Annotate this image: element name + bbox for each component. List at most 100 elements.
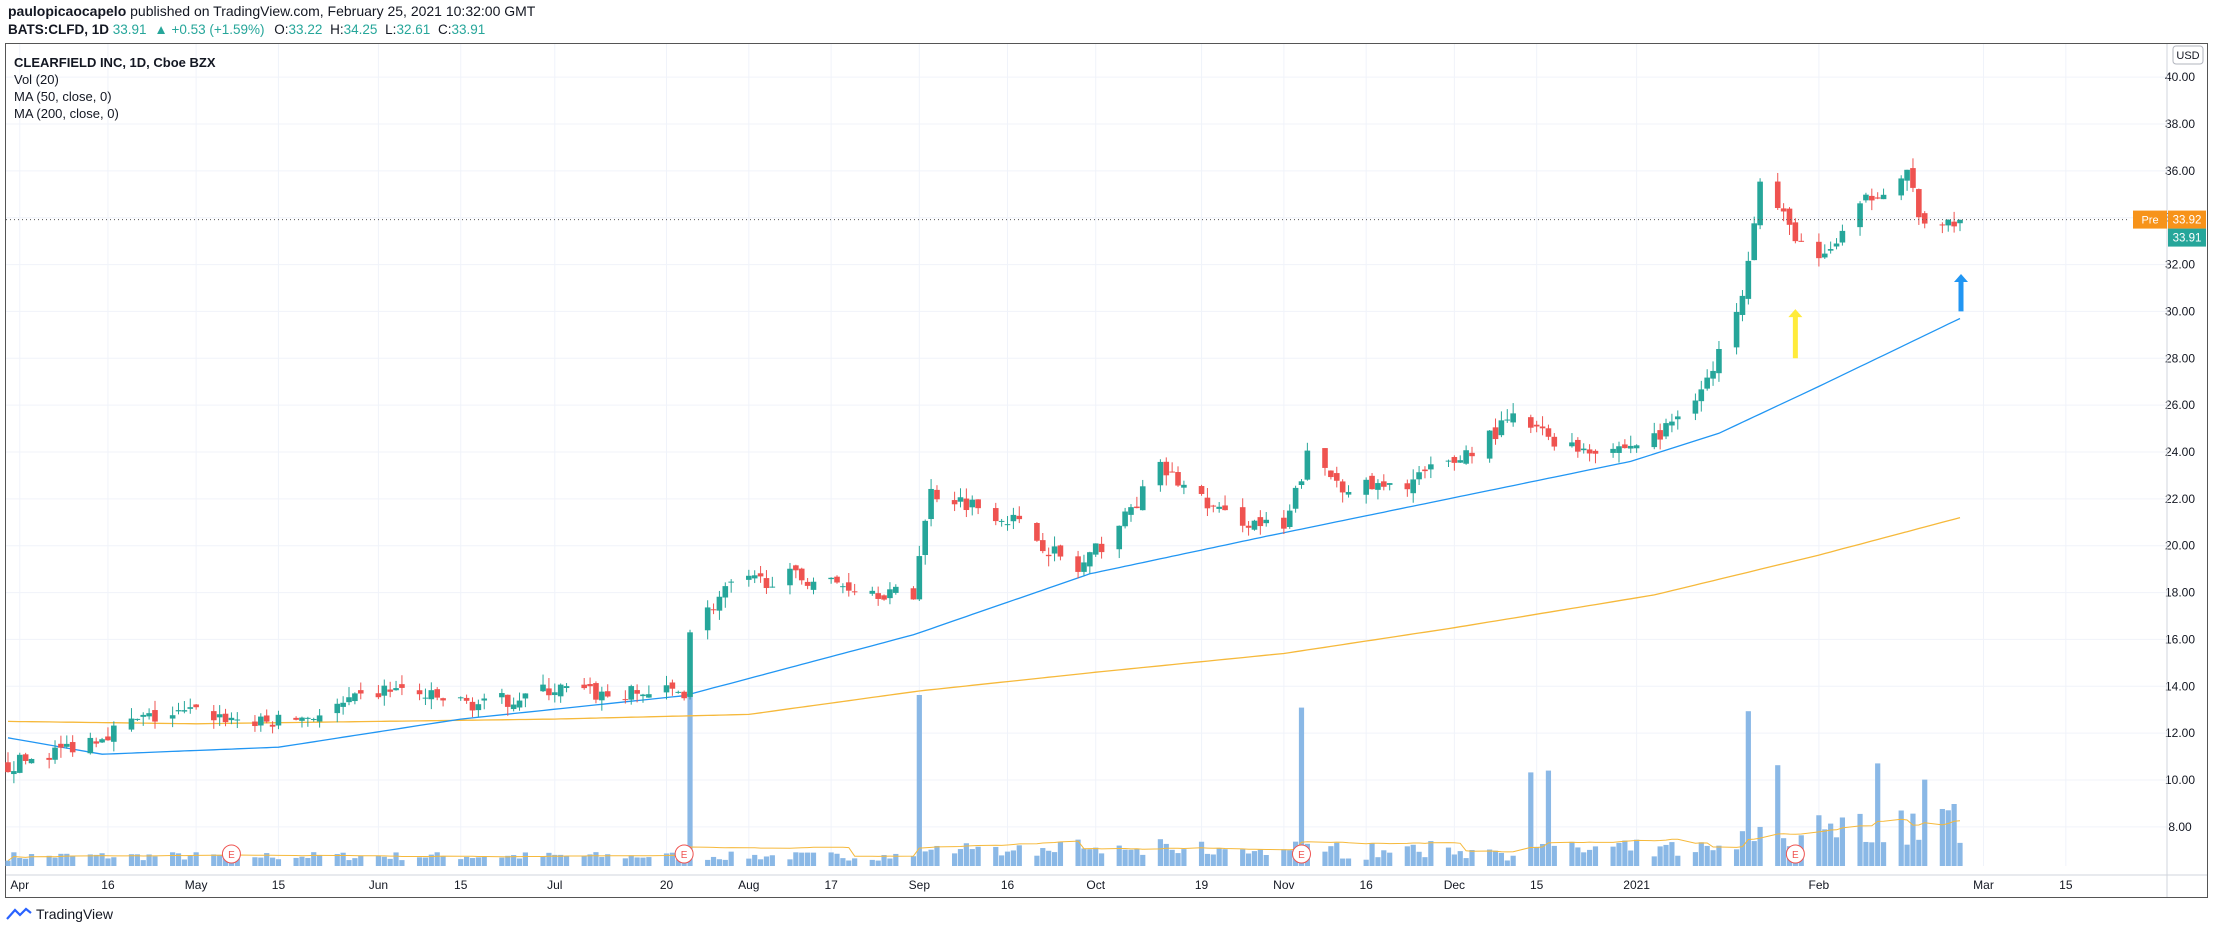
low-label: L: xyxy=(385,22,397,37)
volume-bar xyxy=(716,859,723,866)
volume-bar xyxy=(552,854,558,866)
candle-body xyxy=(1004,524,1011,526)
volume-bar xyxy=(511,855,517,866)
x-tick-label: 19 xyxy=(1195,878,1209,892)
candle-body xyxy=(1669,421,1675,426)
volume-bar xyxy=(757,859,764,866)
candle-body xyxy=(1369,475,1375,490)
candle-body xyxy=(228,717,235,721)
candle-body xyxy=(893,586,899,593)
candle-body xyxy=(875,593,881,599)
last-price-box xyxy=(2168,228,2206,247)
volume-bar xyxy=(1910,813,1916,866)
volume-bar xyxy=(1610,846,1616,866)
candle-body xyxy=(1592,450,1599,454)
volume-bar xyxy=(46,855,52,866)
x-tick-label: 15 xyxy=(454,878,468,892)
volume-bar xyxy=(317,855,323,866)
candle-body xyxy=(1622,444,1628,449)
candle-body xyxy=(1322,448,1328,468)
tradingview-footer[interactable]: TradingView xyxy=(6,906,113,922)
chart-frame[interactable] xyxy=(5,43,2208,898)
candle-body xyxy=(346,697,352,703)
candle-body xyxy=(604,691,611,697)
x-tick-label: Nov xyxy=(1273,878,1294,892)
candle-body xyxy=(434,689,441,698)
publisher-name[interactable]: paulopicaocapelo xyxy=(8,3,127,19)
volume-bar xyxy=(499,857,505,866)
candle-body xyxy=(1286,510,1293,527)
volume-bar xyxy=(663,853,670,866)
candle-body xyxy=(22,754,29,761)
candle-body xyxy=(1381,481,1387,487)
candle-body xyxy=(710,609,717,611)
volume-bar xyxy=(1898,810,1904,866)
y-tick-label: 18.00 xyxy=(2165,586,2195,600)
candle-body xyxy=(422,697,429,699)
candle-body xyxy=(1386,483,1393,485)
volume-bar xyxy=(1569,841,1575,866)
candle-body xyxy=(869,590,876,594)
volume-bar xyxy=(1181,849,1187,866)
candle-body xyxy=(1821,253,1828,258)
legend-ma50[interactable]: MA (50, close, 0) xyxy=(14,89,112,104)
volume-bar xyxy=(1675,855,1681,866)
volume-bar xyxy=(581,856,587,866)
low-value: 32.61 xyxy=(396,22,431,37)
candle-body xyxy=(1757,181,1763,226)
volume-bar xyxy=(1504,860,1510,866)
legend-title[interactable]: CLEARFIELD INC, 1D, Cboe BZX xyxy=(14,55,216,70)
volume-bar xyxy=(1451,854,1457,866)
y-tick-label: 12.00 xyxy=(2165,726,2195,740)
volume-bar xyxy=(252,857,258,866)
candle-body xyxy=(469,701,476,711)
volume-bar xyxy=(752,854,758,866)
candle-body xyxy=(828,577,834,580)
candle-body xyxy=(1339,481,1346,493)
candle-body xyxy=(193,704,199,708)
candle-body xyxy=(793,565,799,571)
volume-bar xyxy=(828,852,834,866)
candle-body xyxy=(1663,423,1669,437)
volume-bar xyxy=(1510,855,1516,866)
candle-body xyxy=(475,704,482,711)
y-tick-label: 28.00 xyxy=(2165,351,2195,365)
volume-bar xyxy=(675,859,681,866)
candle-body xyxy=(1116,525,1123,550)
candle-body xyxy=(87,737,94,754)
volume-bar xyxy=(1046,850,1052,866)
candle-body xyxy=(1510,413,1516,423)
volume-bar xyxy=(475,857,481,866)
volume-bar xyxy=(1833,837,1840,866)
volume-bar xyxy=(1004,851,1011,866)
candle-body xyxy=(1504,419,1511,421)
candle-body xyxy=(804,581,811,586)
candle-body xyxy=(1610,448,1616,453)
ohlc-line: BATS:CLFD, 1D 33.91 ▲ +0.53 (+1.59%) O:3… xyxy=(8,22,489,37)
volume-bar xyxy=(1163,843,1169,866)
volume-bar xyxy=(481,856,487,866)
legend-volume[interactable]: Vol (20) xyxy=(14,72,59,87)
candle-body xyxy=(1139,486,1146,511)
candle-body xyxy=(1945,219,1952,226)
volume-bar xyxy=(1216,848,1222,866)
candle-body xyxy=(1498,420,1505,436)
earnings-marker-label: E xyxy=(1792,850,1799,861)
volume-bar xyxy=(599,857,605,866)
x-tick-label: Feb xyxy=(1809,878,1830,892)
volume-bar xyxy=(1733,849,1740,866)
volume-bar xyxy=(1175,853,1181,866)
y-tick-label: 14.00 xyxy=(2165,679,2195,693)
candle-body xyxy=(381,685,388,696)
candle-body xyxy=(1733,311,1740,348)
volume-bar xyxy=(1281,849,1287,866)
volume-bar xyxy=(299,856,305,866)
candle-body xyxy=(728,581,734,583)
candle-body xyxy=(1257,517,1264,527)
volume-bar xyxy=(1581,852,1587,866)
candle-body xyxy=(1375,483,1381,490)
candle-body xyxy=(622,699,629,701)
candle-body xyxy=(757,573,764,577)
legend-ma200[interactable]: MA (200, close, 0) xyxy=(14,106,119,121)
